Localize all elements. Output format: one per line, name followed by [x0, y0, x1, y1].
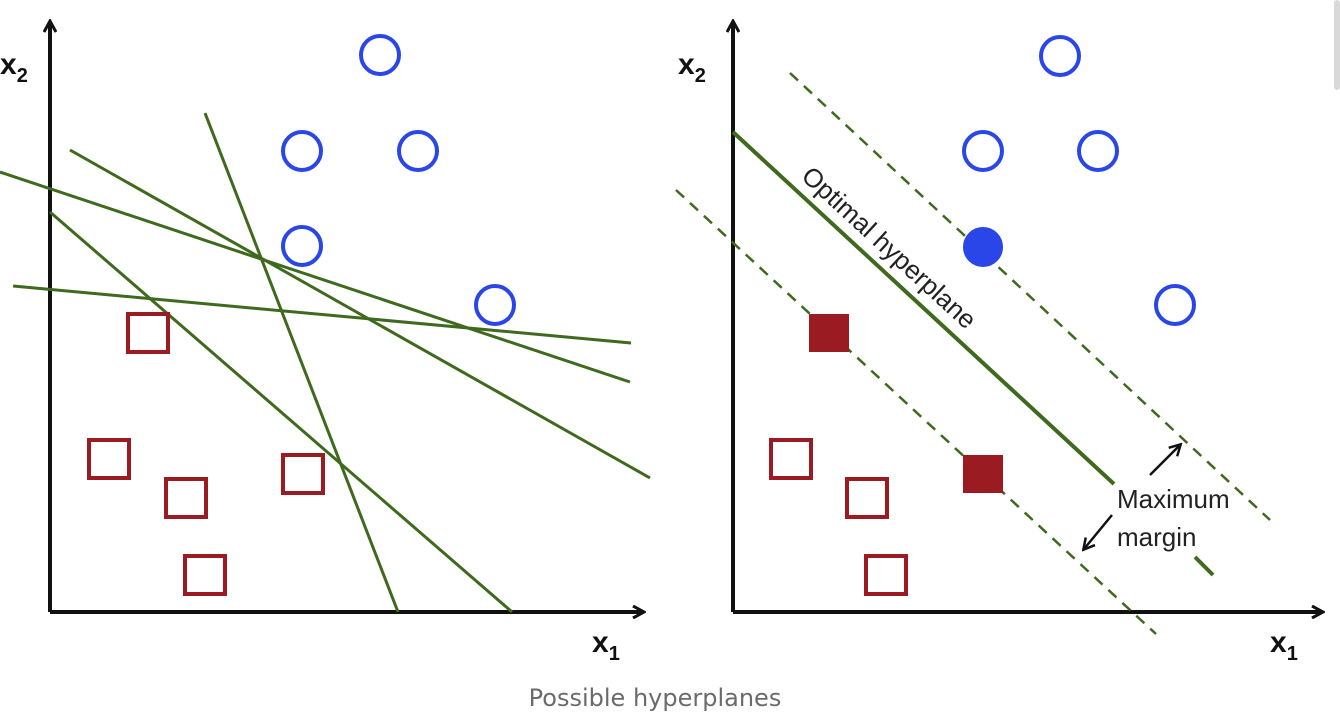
blue-circle-point	[281, 225, 323, 267]
left-y-axis-label: x2	[0, 48, 28, 87]
hyperplane-line	[69, 148, 651, 480]
red-class-points	[87, 312, 325, 596]
right-x-axis-label: x1	[1270, 626, 1298, 665]
blue-circle-point	[474, 284, 516, 326]
hyperplane-line	[203, 112, 400, 613]
hyperplane-line	[49, 210, 513, 614]
red-support-vector	[809, 314, 849, 352]
blue-circle-point	[962, 130, 1004, 172]
maximum-margin-label: Maximum margin	[1117, 484, 1237, 552]
svm-hyperplane-diagram: x2 x1	[0, 0, 1340, 665]
figure-caption: Possible hyperplanes	[528, 684, 782, 712]
red-class-points	[769, 438, 908, 596]
hyperplane-line	[12, 284, 632, 345]
lower-margin-line	[675, 189, 1157, 635]
left-panel: x2 x1	[0, 22, 651, 665]
red-square-point	[87, 438, 131, 480]
upper-margin-line	[789, 72, 1271, 521]
right-panel: x2 x1 Optimal hyperplane Maximum margin	[675, 22, 1322, 665]
blue-circle-point	[1039, 35, 1081, 77]
blue-circle-point	[397, 130, 439, 172]
blue-circle-point	[1077, 130, 1119, 172]
scrollbar-thumb[interactable]	[1334, 0, 1340, 90]
red-square-point	[845, 477, 889, 519]
red-square-point	[864, 554, 908, 596]
optimal-hyperplane-line-tail	[1193, 555, 1215, 577]
candidate-hyperplanes	[0, 112, 651, 614]
margin-arrow-down	[1084, 514, 1113, 549]
red-support-vector	[963, 455, 1003, 493]
blue-circle-point	[281, 130, 323, 172]
blue-circle-point	[1154, 284, 1196, 326]
optimal-hyperplane-line	[731, 130, 1116, 486]
blue-class-points	[281, 34, 516, 326]
red-square-point	[164, 477, 208, 519]
right-y-axis-label: x2	[678, 48, 706, 87]
red-square-point	[183, 554, 227, 596]
blue-class-points	[962, 35, 1196, 326]
red-square-point	[769, 438, 813, 480]
blue-support-vector	[963, 227, 1003, 267]
blue-circle-point	[359, 34, 401, 76]
margin-arrow-up	[1149, 445, 1180, 476]
left-x-axis-label: x1	[592, 626, 620, 665]
optimal-hyperplane-label: Optimal hyperplane	[796, 160, 983, 334]
red-square-point	[126, 312, 170, 354]
red-square-point	[281, 453, 325, 495]
hyperplane-line	[0, 170, 631, 384]
